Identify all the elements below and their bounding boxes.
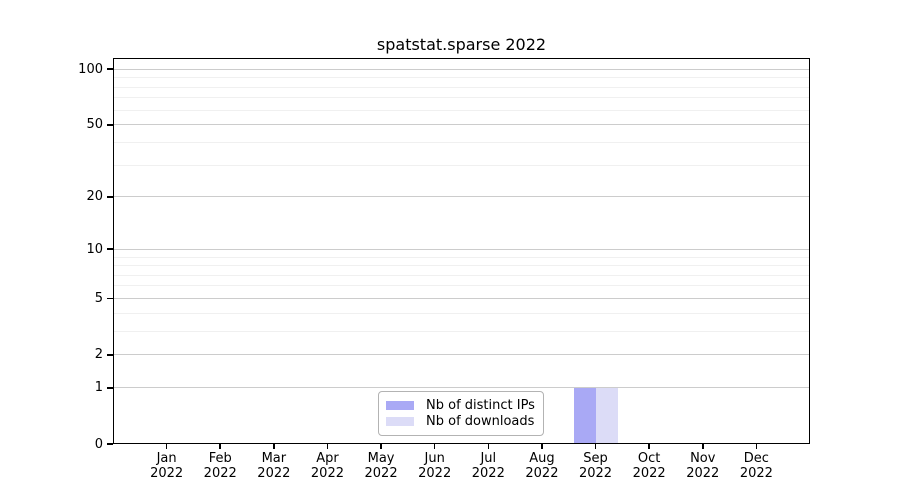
chart-title: spatstat.sparse 2022 [376,35,547,54]
gridline-major [113,68,810,70]
gridline-major [113,248,810,250]
x-axis-tick-label: Apr 2022 [310,451,344,481]
x-axis-tick [165,444,168,449]
x-axis-tick-label: Mar 2022 [257,451,291,481]
gridline-minor [113,77,810,79]
legend-entry: Nb of distinct IPs [386,398,535,413]
x-axis-tick-label: Oct 2022 [632,451,666,481]
gridline-minor [113,285,810,287]
gridline-minor [113,141,810,143]
plot-area [113,58,810,444]
x-axis-tick-label: Aug 2022 [525,451,559,481]
x-axis-tick-label: Sep 2022 [578,451,613,481]
x-axis-tick-label: Feb 2022 [203,451,237,481]
gridline-minor [113,312,810,314]
gridline-major [113,124,810,126]
gridline-major [113,387,810,389]
y-axis-tick [107,353,113,356]
y-axis-tick-label: 10 [86,241,103,257]
gridline-minor [113,97,810,99]
y-axis-tick [107,195,113,198]
bar-nb-of-distinct-ips [573,387,596,444]
gridline-minor [113,109,810,111]
x-axis-tick-label: Jul 2022 [471,451,505,481]
legend: Nb of distinct IPs Nb of downloads [378,391,544,436]
gridline-major [113,354,810,356]
y-axis-tick [107,248,113,251]
y-axis-tick [107,68,113,71]
x-axis-tick [380,444,382,449]
gridline-major [113,196,810,198]
x-axis-tick-label: Dec 2022 [739,451,773,481]
legend-swatch-icon [386,417,414,426]
gridline-major [113,298,810,299]
x-axis-tick-label: Jun 2022 [418,451,452,481]
y-axis-tick-label: 5 [94,291,103,306]
gridline-minor [113,86,810,88]
x-axis-tick [755,444,758,449]
y-axis-tick-label: 100 [78,61,103,77]
legend-label: Nb of downloads [426,414,535,429]
x-axis-tick [433,444,436,449]
x-axis-tick [594,444,597,449]
gridline-minor [113,265,810,267]
x-axis-tick-label: Jan 2022 [150,451,184,481]
bar-nb-of-downloads [595,387,618,444]
legend-swatch-icon [386,401,414,410]
x-axis-tick [487,444,490,449]
x-axis-tick-label: Nov 2022 [686,451,720,481]
y-axis-tick-label: 1 [94,380,103,396]
x-axis-tick [273,444,275,449]
y-axis-tick-label: 50 [86,117,103,133]
gridline-minor [113,164,810,166]
y-axis-tick-label: 20 [86,189,103,205]
gridline-minor [113,274,810,276]
y-axis-tick [107,297,113,300]
x-axis-tick [219,444,222,449]
x-axis-tick [326,444,329,449]
gridline-minor [113,330,810,332]
x-axis-tick [541,444,543,449]
legend-entry: Nb of downloads [386,414,534,429]
gridline-minor [113,256,810,258]
y-axis-tick-label: 2 [94,347,103,363]
x-axis-tick [648,444,650,449]
y-axis-tick [107,386,113,389]
y-axis-tick [107,123,113,126]
legend-label: Nb of distinct IPs [426,398,535,413]
y-axis-tick-label: 0 [94,436,103,452]
x-axis-tick-label: May 2022 [364,451,398,481]
y-axis-tick [107,443,113,445]
x-axis-tick [701,444,704,449]
